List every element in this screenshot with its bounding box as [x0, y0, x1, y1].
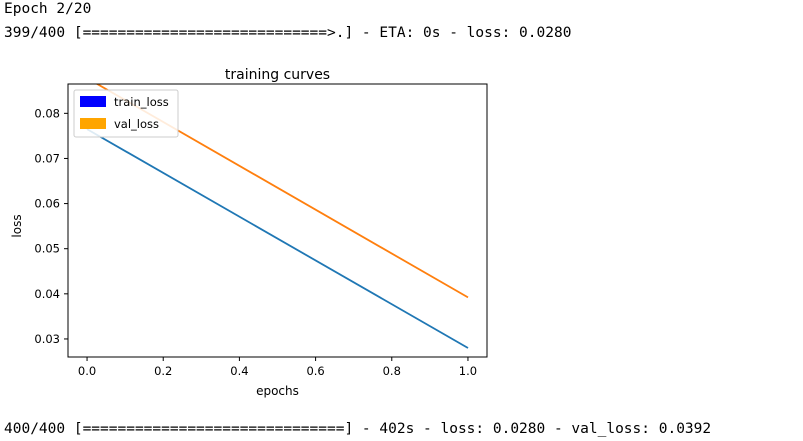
x-axis-label: epochs — [256, 384, 299, 398]
y-tick-label: 0.08 — [34, 106, 60, 120]
x-tick-label: 0.8 — [383, 364, 401, 378]
progress-line: 399/400 [============================>.]… — [4, 25, 572, 41]
y-tick-label: 0.05 — [34, 242, 60, 256]
series-line-train-loss — [86, 128, 469, 349]
epoch-line: Epoch 2/20 — [4, 1, 92, 17]
legend-label-train-loss: train_loss — [114, 95, 169, 109]
x-tick-label: 0.0 — [78, 364, 96, 378]
legend-swatch-train-loss — [80, 96, 106, 107]
x-tick-label: 0.2 — [154, 364, 172, 378]
training-curves-chart: training curves 0.0 0.2 0.4 0.6 0.8 1.0 0.030… — [10, 67, 488, 398]
legend-swatch-val-loss — [80, 118, 106, 129]
y-axis-label: loss — [10, 214, 24, 237]
legend: train_loss val_loss — [73, 89, 179, 138]
x-tick-label: 0.4 — [230, 364, 248, 378]
legend-label-val-loss: val_loss — [114, 117, 159, 131]
plot-frame — [67, 83, 488, 358]
training-chart: training curves 0.0 0.2 0.4 0.6 0.8 1.0 0.03 0… — [0, 58, 500, 410]
y-tick-label: 0.07 — [34, 151, 60, 165]
final-progress-line: 400/400 [==============================]… — [4, 421, 712, 437]
x-axis: 0.0 0.2 0.4 0.6 0.8 1.0 — [78, 357, 477, 378]
y-tick-label: 0.06 — [34, 197, 60, 211]
x-tick-label: 0.6 — [306, 364, 324, 378]
y-tick-label: 0.03 — [34, 332, 60, 346]
y-axis: 0.03 0.04 0.05 0.06 0.07 0.08 — [34, 106, 68, 346]
y-tick-label: 0.04 — [34, 287, 60, 301]
x-tick-label: 1.0 — [459, 364, 477, 378]
chart-title: training curves — [225, 67, 330, 83]
